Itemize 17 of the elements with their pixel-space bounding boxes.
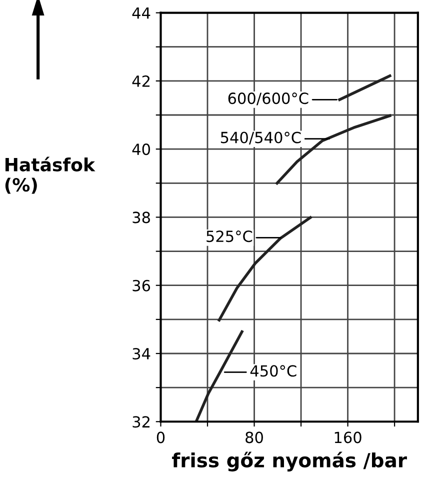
y-tick-label: 42 [132,75,150,87]
y-axis-title: Hatásfok (%) [5,156,96,194]
annotation: 525°C [206,230,252,242]
y-tick-label: 34 [132,348,150,360]
annotation: 540/540°C [220,132,301,144]
x-tick-label: 0 [156,432,165,444]
annotation: 600/600°C [228,92,308,106]
x-tick-label: 80 [246,432,263,444]
y-tick-label: 32 [132,416,150,428]
y-tick-label: 40 [132,144,150,156]
y-tick-label: 44 [132,7,150,19]
x-tick-label: 160 [334,432,362,444]
y-tick-label: 38 [132,212,150,224]
y-tick-label: 36 [132,280,150,292]
line-series [194,330,244,422]
annotation: 450°C [250,365,296,377]
x-axis-title: friss gőz nyomás /bar [172,452,407,472]
